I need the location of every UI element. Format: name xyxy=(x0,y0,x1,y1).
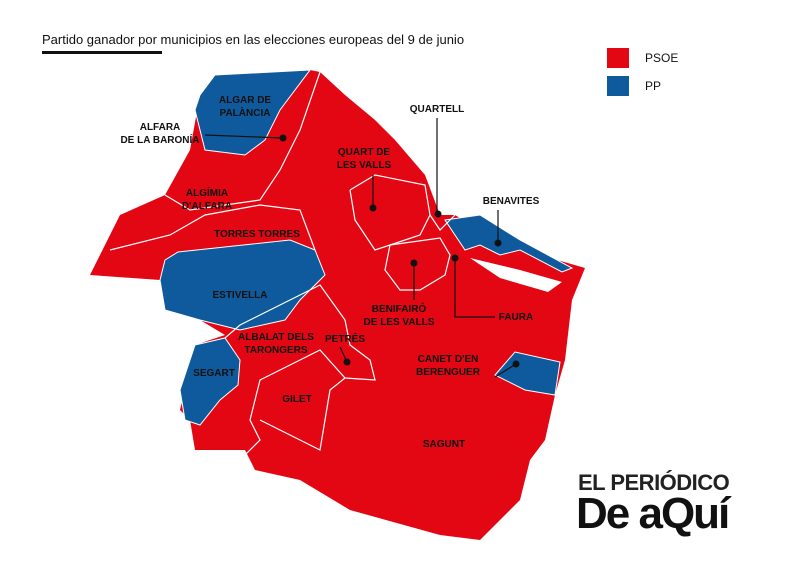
label-line: QUARTELL xyxy=(410,104,464,115)
label-line: TARONGERS xyxy=(244,345,307,356)
label-line: PALÀNCIA xyxy=(220,106,271,119)
label-line: BENAVITES xyxy=(483,196,540,207)
leader-line xyxy=(454,258,495,318)
municipality-label: FAURA xyxy=(499,312,533,323)
location-dot xyxy=(512,360,520,368)
location-dot xyxy=(279,134,287,142)
municipality-label: SEGART xyxy=(193,368,235,379)
border xyxy=(429,214,456,231)
region-red xyxy=(90,70,585,540)
label-line: CANET D'EN xyxy=(418,354,479,365)
legend: PSOE PP xyxy=(607,48,678,96)
border xyxy=(384,237,451,291)
title: Partido ganador por municipios en las el… xyxy=(42,32,464,47)
municipality-label: CANET D'EN BERENGUER xyxy=(416,354,481,378)
label-line: ESTIVELLA xyxy=(212,290,267,301)
municipality-label: ESTIVELLA xyxy=(212,290,267,301)
label-line: FAURA xyxy=(499,312,533,323)
municipality-label: ALBALAT DELS TARONGERS xyxy=(238,332,314,356)
municipality-label: SAGUNT xyxy=(423,439,465,450)
label-line: D'ALFARA xyxy=(182,201,232,212)
municipality-label: GILET xyxy=(282,394,311,405)
label-line: ALGÍMIA xyxy=(186,186,228,199)
municipality-label: ALFARA DE LA BARONÍA xyxy=(120,122,199,146)
municipality-label: BENAVITES xyxy=(483,196,540,207)
region-blue xyxy=(494,351,561,396)
region-blue xyxy=(179,337,241,426)
municipality-label: BENIFAIRÓ DE LES VALLS xyxy=(364,302,435,328)
location-dot xyxy=(410,259,418,267)
location-dot xyxy=(451,254,459,262)
region-blue xyxy=(159,239,326,331)
municipality-label: QUART DE LES VALLS xyxy=(337,147,392,171)
legend-swatch xyxy=(607,76,629,96)
legend-label: PP xyxy=(645,79,661,93)
leader-line xyxy=(204,134,284,139)
location-dot xyxy=(494,239,502,247)
border xyxy=(349,174,431,251)
region-blue xyxy=(194,69,312,156)
label-line: PETRÉS xyxy=(325,332,365,345)
municipality-label: TORRES TORRES xyxy=(214,229,300,240)
labels: ALGAR DE PALÀNCIA ALFARA DE LA BARONÍA ALGÍM… xyxy=(120,95,539,450)
border xyxy=(164,71,321,211)
border xyxy=(259,377,346,451)
label-line: GILET xyxy=(282,394,311,405)
border xyxy=(224,284,376,461)
label-line: SAGUNT xyxy=(423,439,465,450)
border xyxy=(109,204,316,251)
label-line: SEGART xyxy=(193,368,235,379)
label-line: DE LES VALLS xyxy=(364,317,435,328)
label-line: TORRES TORRES xyxy=(214,229,300,240)
legend-label: PSOE xyxy=(645,51,678,65)
label-line: ALFARA xyxy=(140,122,181,133)
title-underline xyxy=(42,51,162,54)
municipality-label: PETRÉS xyxy=(325,332,365,345)
label-line: BERENGUER xyxy=(416,367,481,378)
label-line: LES VALLS xyxy=(337,160,392,171)
sea-strip xyxy=(470,258,562,292)
region-blue xyxy=(444,214,574,273)
location-dot xyxy=(434,210,442,218)
label-line: QUART DE xyxy=(338,147,391,158)
label-line: ALGAR DE xyxy=(219,95,272,106)
logo-bottom: De aQuí xyxy=(576,489,732,538)
legend-swatch xyxy=(607,48,629,68)
municipality-label: ALGÍMIA D'ALFARA xyxy=(182,186,232,212)
label-line: DE LA BARONÍA xyxy=(120,133,199,146)
label-line: BENIFAIRÓ xyxy=(372,302,427,315)
location-dot xyxy=(343,358,351,366)
municipality-label: ALGAR DE PALÀNCIA xyxy=(219,95,272,119)
municipality-label: QUARTELL xyxy=(410,104,464,115)
label-line: ALBALAT DELS xyxy=(238,332,314,343)
logo-top: EL PERIÓDICO xyxy=(578,470,730,495)
leader-line xyxy=(494,363,517,378)
logo: EL PERIÓDICO De aQuí xyxy=(576,470,734,538)
location-dot xyxy=(369,204,377,212)
